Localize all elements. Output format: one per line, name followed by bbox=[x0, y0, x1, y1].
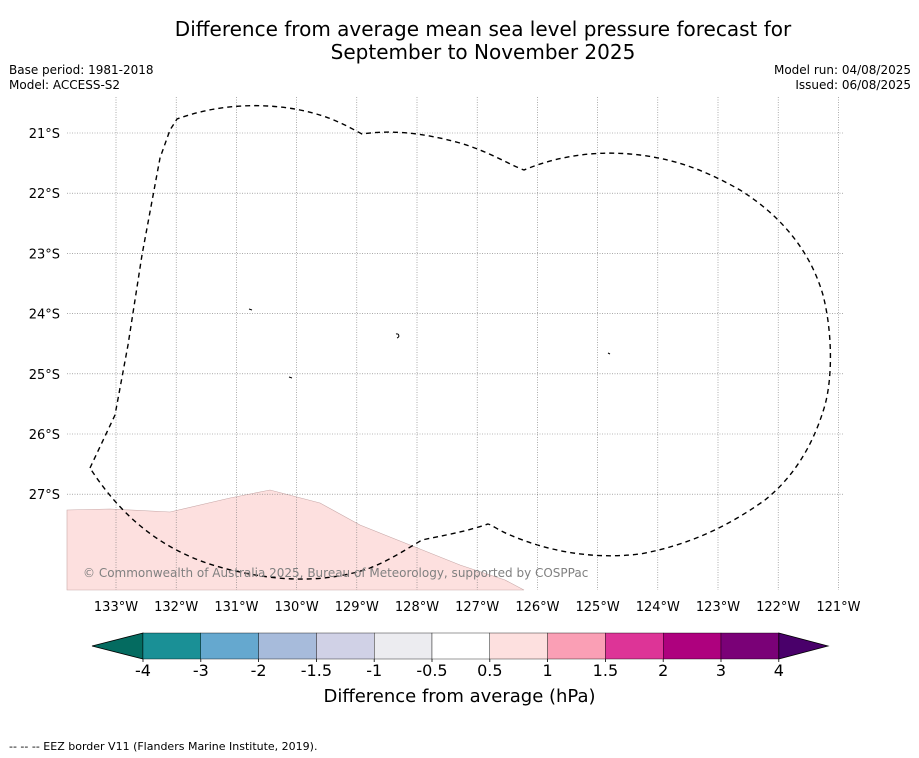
island-feature bbox=[288, 376, 293, 379]
colorbar-tick-label: -3 bbox=[193, 661, 209, 680]
longitude-labels: 133°W 132°W 131°W 130°W 129°W 128°W 127°W 126°W… bbox=[94, 600, 861, 615]
colorbar-bin bbox=[374, 632, 433, 660]
colorbar-tick-label: -1.5 bbox=[301, 661, 332, 680]
longitude-label: 125°W bbox=[576, 600, 620, 615]
colorbar-bin bbox=[200, 632, 259, 660]
colorbar-tick-label: -4 bbox=[135, 661, 151, 680]
colorbar: -4 -3 -2 -1.5 -1 -0.5 0.5 1 1.5 2 3 4 bbox=[91, 632, 830, 680]
longitude-label: 131°W bbox=[214, 600, 258, 615]
base-period: Base period: 1981-2018 bbox=[9, 63, 154, 77]
title-line-2: September to November 2025 bbox=[330, 40, 636, 64]
colorbar-tick-label: -1 bbox=[366, 661, 382, 680]
island-feature bbox=[395, 333, 400, 339]
model-name: Model: ACCESS-S2 bbox=[9, 78, 121, 92]
longitude-label: 124°W bbox=[636, 600, 680, 615]
latitude-label: 23°S bbox=[29, 247, 60, 262]
longitude-label: 132°W bbox=[154, 600, 198, 615]
colorbar-tick-label: 2 bbox=[658, 661, 668, 680]
colorbar-tick-label: -0.5 bbox=[416, 661, 447, 680]
colorbar-bin bbox=[258, 632, 317, 660]
graticule bbox=[67, 97, 843, 590]
colorbar-tick-label: 1.5 bbox=[593, 661, 618, 680]
latitude-label: 22°S bbox=[29, 187, 60, 202]
latitude-label: 24°S bbox=[29, 308, 60, 323]
colorbar-tick-label: -2 bbox=[251, 661, 267, 680]
colorbar-bin bbox=[547, 632, 606, 660]
chart-title: Difference from average mean sea level p… bbox=[0, 18, 919, 64]
longitude-label: 122°W bbox=[756, 600, 800, 615]
colorbar-bin bbox=[663, 632, 722, 660]
longitude-label: 129°W bbox=[335, 600, 379, 615]
model-run: Model run: 04/08/2025 bbox=[773, 63, 911, 77]
pressure-anomaly-region bbox=[66, 489, 525, 591]
title-line-1: Difference from average mean sea level p… bbox=[174, 17, 792, 41]
colorbar-over-arrow bbox=[778, 632, 830, 660]
meta-left: Base period: 1981-2018 Model: ACCESS-S2 bbox=[9, 63, 154, 93]
longitude-label: 127°W bbox=[455, 600, 499, 615]
issued-date: Issued: 06/08/2025 bbox=[795, 78, 911, 92]
latitude-label: 25°S bbox=[29, 368, 60, 383]
eez-border bbox=[89, 104, 832, 580]
latitude-label: 27°S bbox=[29, 488, 60, 503]
colorbar-under-arrow bbox=[91, 632, 144, 660]
eez-legend-note: -- -- -- EEZ border V11 (Flanders Marine… bbox=[9, 740, 318, 753]
longitude-label: 133°W bbox=[94, 600, 138, 615]
colorbar-bin bbox=[316, 632, 375, 660]
meta-right: Model run: 04/08/2025 Issued: 06/08/2025 bbox=[774, 63, 911, 93]
longitude-label: 128°W bbox=[395, 600, 439, 615]
latitude-label: 26°S bbox=[29, 428, 60, 443]
colorbar-tick-label: 0.5 bbox=[477, 661, 502, 680]
copyright-text: © Commonwealth of Australia 2025, Bureau… bbox=[83, 566, 588, 580]
island-feature bbox=[248, 308, 253, 311]
colorbar-bin bbox=[431, 632, 490, 660]
longitude-label: 126°W bbox=[515, 600, 559, 615]
longitude-label: 121°W bbox=[816, 600, 860, 615]
colorbar-label: Difference from average (hPa) bbox=[323, 686, 596, 707]
colorbar-bin bbox=[142, 632, 201, 660]
colorbar-tick-label: 3 bbox=[716, 661, 726, 680]
colorbar-bin bbox=[605, 632, 664, 660]
latitude-labels: 21°S 22°S 23°S 24°S 25°S 26°S 27°S bbox=[29, 127, 60, 503]
colorbar-tick-label: 4 bbox=[774, 661, 784, 680]
colorbar-bin bbox=[720, 632, 779, 660]
colorbar-bin bbox=[489, 632, 548, 660]
colorbar-tick-label: 1 bbox=[543, 661, 553, 680]
longitude-label: 130°W bbox=[275, 600, 319, 615]
longitude-label: 123°W bbox=[696, 600, 740, 615]
island-feature bbox=[607, 352, 611, 355]
latitude-label: 21°S bbox=[29, 127, 60, 142]
